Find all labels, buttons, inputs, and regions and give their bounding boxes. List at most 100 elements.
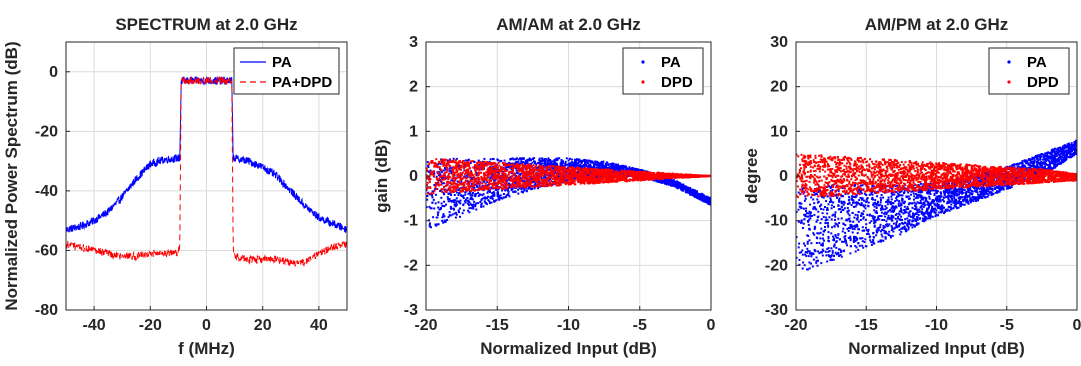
data-point	[641, 178, 644, 181]
data-point	[704, 175, 707, 178]
data-point	[597, 181, 600, 184]
data-point	[465, 186, 468, 189]
data-point	[539, 160, 542, 163]
data-point	[628, 179, 631, 182]
data-point	[539, 174, 542, 177]
data-point	[579, 163, 582, 166]
data-point	[442, 191, 445, 194]
data-point	[494, 184, 497, 187]
data-point	[523, 185, 526, 188]
data-point	[665, 174, 668, 177]
data-point	[608, 174, 611, 177]
data-point	[437, 181, 440, 184]
data-point	[443, 162, 446, 165]
data-point	[436, 216, 439, 219]
data-point	[454, 190, 457, 192]
data-point	[611, 176, 613, 179]
data-point	[453, 208, 455, 211]
data-point	[536, 175, 539, 178]
data-point	[660, 177, 663, 180]
data-point	[580, 160, 583, 163]
data-point	[451, 183, 454, 186]
data-point	[471, 204, 474, 207]
data-point	[704, 200, 707, 203]
data-point	[575, 173, 578, 176]
data-point	[439, 172, 441, 175]
data-point	[444, 175, 446, 178]
data-point	[583, 176, 586, 179]
data-point	[431, 196, 434, 199]
data-point	[655, 172, 658, 175]
data-point	[613, 166, 616, 169]
data-point	[510, 164, 513, 167]
data-point	[436, 211, 439, 214]
data-point	[517, 160, 520, 163]
data-point	[456, 186, 459, 189]
data-point	[625, 176, 628, 178]
data-point	[621, 169, 623, 172]
data-point	[442, 160, 445, 163]
data-point	[689, 192, 692, 195]
data-point	[665, 180, 668, 183]
data-point	[488, 180, 491, 183]
data-point	[439, 190, 442, 192]
data-point	[568, 167, 571, 170]
data-point	[593, 170, 596, 173]
data-point	[440, 188, 443, 191]
data-point	[476, 176, 479, 179]
data-point	[449, 214, 452, 217]
data-point	[704, 197, 707, 200]
data-point	[603, 165, 606, 168]
x-tick-label: 40	[310, 317, 328, 334]
data-point	[708, 196, 711, 199]
data-point	[515, 160, 518, 163]
data-point	[516, 172, 519, 175]
data-point	[448, 187, 451, 190]
data-point	[597, 176, 600, 178]
data-point	[664, 177, 667, 180]
data-point	[426, 189, 428, 191]
data-point	[500, 179, 503, 182]
data-point	[468, 211, 471, 214]
data-point	[452, 179, 454, 182]
data-point	[433, 207, 436, 210]
data-point	[469, 192, 472, 195]
data-point	[478, 165, 481, 168]
data-point	[499, 194, 502, 197]
data-point	[612, 168, 615, 171]
data-point	[638, 178, 641, 181]
data-point	[598, 167, 601, 169]
data-point	[553, 170, 556, 173]
data-point	[562, 160, 564, 163]
data-point	[496, 184, 499, 187]
data-point	[547, 157, 550, 160]
data-point	[450, 191, 453, 194]
data-point	[452, 175, 455, 178]
data-point	[571, 178, 574, 181]
data-point	[448, 189, 451, 192]
data-point	[430, 161, 433, 164]
data-point	[444, 184, 447, 187]
data-point	[481, 182, 484, 185]
data-point	[565, 169, 568, 172]
data-point	[490, 201, 493, 204]
data-point	[635, 174, 637, 177]
data-point	[687, 186, 690, 189]
data-point	[601, 181, 604, 184]
data-point	[437, 223, 440, 226]
data-point	[544, 174, 547, 177]
data-point	[616, 177, 619, 180]
data-point	[457, 172, 460, 175]
data-point	[499, 168, 502, 171]
data-point	[680, 188, 683, 191]
data-point	[445, 171, 448, 174]
data-point	[607, 168, 610, 171]
data-point	[446, 184, 449, 187]
data-point	[437, 183, 440, 186]
data-point	[540, 171, 543, 174]
data-point	[474, 170, 477, 173]
data-point	[693, 193, 696, 196]
data-point	[440, 159, 443, 162]
data-point	[519, 177, 522, 180]
